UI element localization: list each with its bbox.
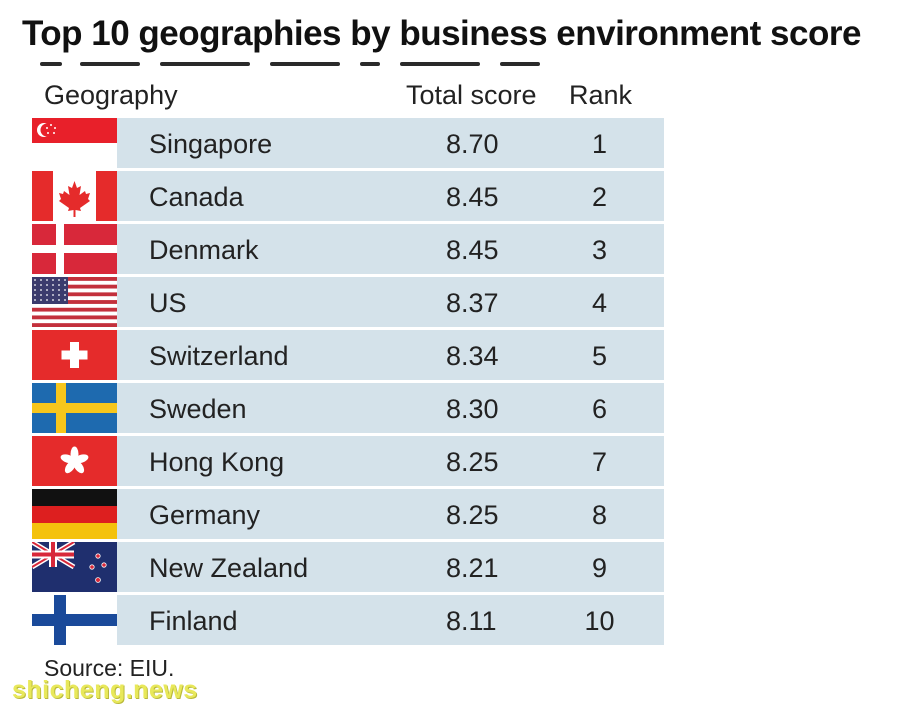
rank-cell: 1 <box>591 129 608 159</box>
header-total-score: Total score <box>406 80 537 110</box>
singapore-flag-icon <box>32 118 117 168</box>
score-cell: 8.11 <box>446 606 497 636</box>
table-row: Denmark 8.45 3 <box>32 224 664 274</box>
watermark: shicheng.news <box>12 676 198 704</box>
hong-kong-flag-icon <box>32 436 117 486</box>
table-row: New Zealand 8.21 9 <box>32 542 664 592</box>
score-cell: 8.25 <box>446 500 499 530</box>
geography-cell: Denmark <box>149 235 259 265</box>
score-cell: 8.45 <box>446 235 499 265</box>
table-row: Hong Kong 8.25 7 <box>32 436 664 486</box>
rank-cell: 7 <box>591 447 608 477</box>
rank-cell: 4 <box>591 288 608 318</box>
denmark-flag-icon <box>32 224 117 274</box>
germany-flag-icon <box>32 489 117 539</box>
score-cell: 8.30 <box>446 394 499 424</box>
score-cell: 8.37 <box>446 288 499 318</box>
table-row: Singapore 8.70 1 <box>32 118 664 168</box>
geography-cell: Hong Kong <box>149 447 285 477</box>
rank-cell: 8 <box>591 500 608 530</box>
score-cell: 8.34 <box>446 341 499 371</box>
score-cell: 8.70 <box>446 129 499 159</box>
geography-cell: Finland <box>149 606 238 636</box>
rank-cell: 6 <box>591 394 608 424</box>
ranking-table: Singapore 8.70 1 Canada 8.45 2 Denmark 8.45 3 US 8… <box>32 118 664 648</box>
chart-title: Top 10 geographies by business environme… <box>22 14 861 53</box>
switzerland-flag-icon <box>32 330 117 380</box>
header-rank: Rank <box>569 80 633 110</box>
rank-cell: 10 <box>584 606 615 636</box>
cropped-subtitle-fragment <box>40 62 560 72</box>
rank-cell: 2 <box>591 182 608 212</box>
table-row: US 8.37 4 <box>32 277 664 327</box>
geography-cell: Sweden <box>149 394 247 424</box>
geography-cell: Singapore <box>149 129 273 159</box>
canada-flag-icon <box>32 171 117 221</box>
score-cell: 8.45 <box>446 182 499 212</box>
header-geography: Geography <box>44 80 178 110</box>
source-note: Source: EIU. <box>44 655 175 681</box>
geography-cell: Germany <box>149 500 261 530</box>
new-zealand-flag-icon <box>32 542 117 592</box>
rank-cell: 3 <box>591 235 608 265</box>
table-row: Finland 8.11 10 <box>32 595 664 645</box>
table-header: Geography Total score Rank <box>0 80 902 118</box>
us-flag-icon <box>32 277 117 327</box>
table-row: Germany 8.25 8 <box>32 489 664 539</box>
finland-flag-icon <box>32 595 117 645</box>
table-row: Canada 8.45 2 <box>32 171 664 221</box>
geography-cell: Switzerland <box>149 341 289 371</box>
table-row: Switzerland 8.34 5 <box>32 330 664 380</box>
rank-cell: 9 <box>591 553 608 583</box>
table-row: Sweden 8.30 6 <box>32 383 664 433</box>
sweden-flag-icon <box>32 383 117 433</box>
score-cell: 8.21 <box>446 553 499 583</box>
geography-cell: Canada <box>149 182 244 212</box>
geography-cell: New Zealand <box>149 553 309 583</box>
geography-cell: US <box>149 288 187 318</box>
score-cell: 8.25 <box>446 447 499 477</box>
rank-cell: 5 <box>591 341 608 371</box>
